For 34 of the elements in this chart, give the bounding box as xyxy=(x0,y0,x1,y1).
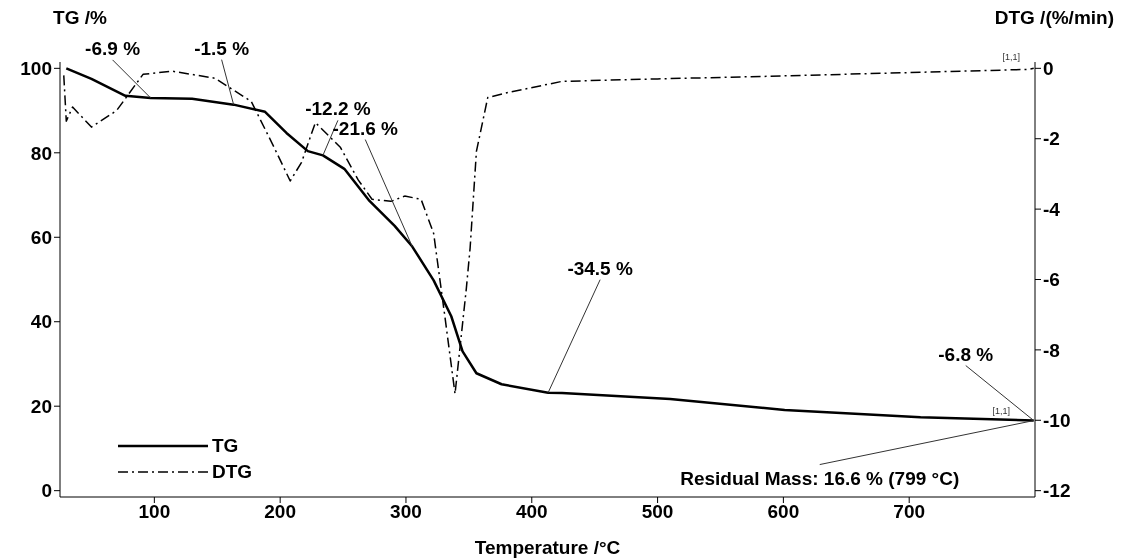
y-tick-label: 100 xyxy=(20,58,52,80)
annotation: -6.9 % xyxy=(85,37,141,59)
y-tick-label: 20 xyxy=(30,395,52,417)
annotation: -1.5 % xyxy=(194,37,250,59)
annotation: -12.2 % xyxy=(305,98,371,120)
legend-label: TG xyxy=(212,435,239,457)
y2-tick-label: -6 xyxy=(1043,269,1060,291)
annotation: [1,1] xyxy=(992,406,1010,416)
y-axis-title: TG /% xyxy=(53,7,108,28)
y2-axis-title: DTG /(%/min) xyxy=(994,7,1114,28)
y-tick-label: 40 xyxy=(30,311,52,333)
annotation: Residual Mass: 16.6 % (799 °C) xyxy=(680,467,960,489)
y-tick-label: 60 xyxy=(30,227,52,249)
annotation: -21.6 % xyxy=(332,117,399,139)
x-tick-label: 500 xyxy=(641,501,674,523)
y2-tick-label: -2 xyxy=(1043,128,1060,150)
y-tick-label: 0 xyxy=(41,480,52,502)
x-tick-label: 200 xyxy=(264,501,297,523)
annotation: -6.8 % xyxy=(938,343,994,365)
annotation: -34.5 % xyxy=(567,257,633,279)
y2-tick-label: -12 xyxy=(1043,480,1071,502)
y-tick-label: 80 xyxy=(30,142,52,164)
y2-tick-label: -8 xyxy=(1043,339,1060,361)
x-tick-label: 600 xyxy=(767,501,800,523)
x-tick-label: 100 xyxy=(138,501,171,523)
y2-tick-label: -4 xyxy=(1043,198,1061,220)
x-tick-label: 700 xyxy=(893,501,926,523)
annotation: [1,1] xyxy=(1002,52,1020,62)
legend-label: DTG xyxy=(212,461,253,483)
x-tick-label: 300 xyxy=(390,501,422,523)
y2-tick-label: 0 xyxy=(1043,58,1054,80)
y2-tick-label: -10 xyxy=(1043,410,1071,432)
x-tick-label: 400 xyxy=(515,501,548,523)
x-axis-title: Temperature /°C xyxy=(474,537,621,558)
